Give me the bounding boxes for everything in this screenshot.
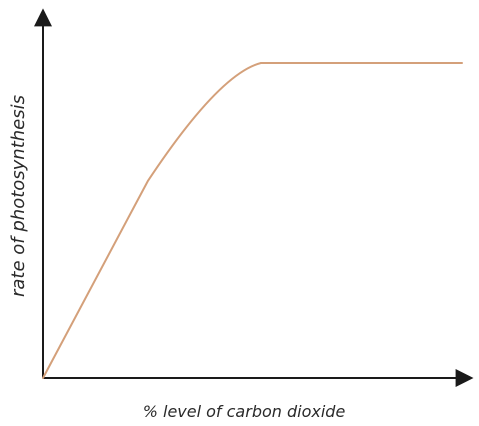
- x-axis-label: % level of carbon dioxide: [143, 402, 346, 421]
- photosynthesis-curve: [42, 62, 463, 379]
- y-axis-label: rate of photosynthesis: [8, 95, 29, 297]
